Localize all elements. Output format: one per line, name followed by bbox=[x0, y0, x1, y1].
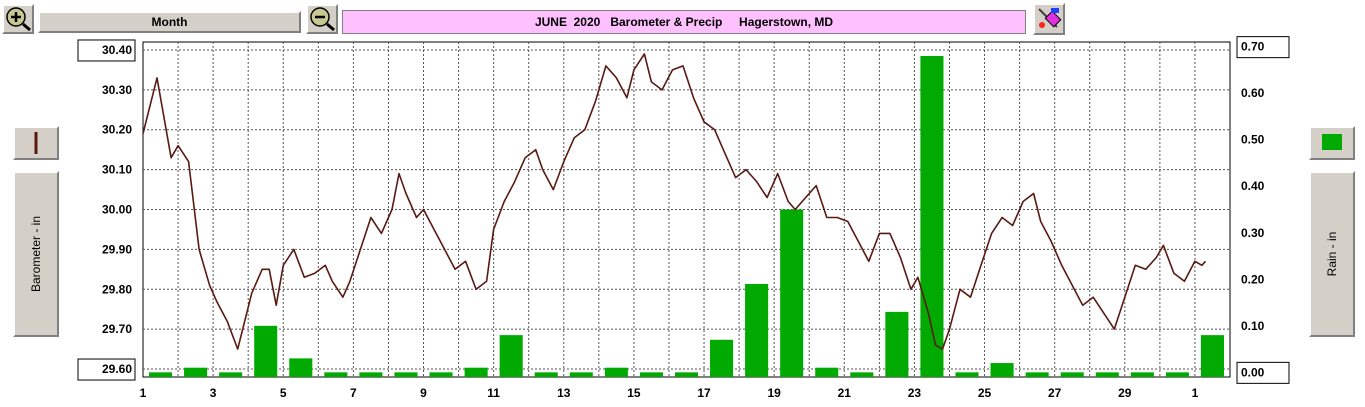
zoom-in-icon bbox=[6, 7, 31, 32]
right-tick-label: 0.10 bbox=[1241, 319, 1265, 333]
zoom-out-icon bbox=[310, 7, 335, 32]
rain-bar bbox=[149, 372, 173, 377]
rain-bar bbox=[745, 283, 769, 377]
rain-bar bbox=[815, 367, 839, 377]
rain-bar bbox=[1060, 372, 1084, 377]
x-tick-label: 21 bbox=[838, 386, 852, 400]
rain-bar bbox=[1025, 372, 1049, 377]
rain-bar bbox=[1165, 372, 1189, 377]
left-tick-label: 29.60 bbox=[102, 362, 132, 376]
period-selector-button[interactable]: Month bbox=[38, 11, 301, 33]
x-tick-label: 3 bbox=[210, 386, 217, 400]
rain-bar bbox=[780, 209, 804, 377]
rain-bar bbox=[674, 372, 699, 377]
rain-bar bbox=[324, 372, 348, 377]
rain-bar bbox=[920, 55, 944, 377]
rain-bar bbox=[534, 372, 558, 377]
rain-legend-button[interactable] bbox=[1309, 126, 1355, 160]
rain-bar bbox=[394, 372, 418, 377]
paint-tools-icon bbox=[1038, 8, 1062, 28]
chart-title: JUNE 2020 Barometer & Precip Hagerstown,… bbox=[342, 10, 1026, 34]
rain-bar bbox=[219, 372, 243, 377]
barometer-line-swatch-icon bbox=[34, 132, 38, 154]
left-tick-box bbox=[77, 358, 136, 381]
rain-bar bbox=[569, 372, 593, 377]
x-tick-label: 29 bbox=[1118, 386, 1132, 400]
left-tick-label: 30.20 bbox=[102, 123, 132, 137]
zoom-out-button[interactable] bbox=[306, 4, 338, 34]
period-label: Month bbox=[151, 15, 188, 29]
x-tick-label: 27 bbox=[1048, 386, 1062, 400]
plot-area bbox=[142, 41, 1231, 378]
rain-bar bbox=[1095, 372, 1119, 377]
x-tick-label: 11 bbox=[487, 386, 500, 400]
x-tick-label: 7 bbox=[350, 386, 357, 400]
rain-bar bbox=[710, 339, 734, 377]
right-tick-label: 0.30 bbox=[1241, 226, 1265, 240]
left-tick-label: 29.80 bbox=[102, 282, 132, 296]
rain-bar bbox=[604, 367, 628, 377]
paint-tools-button[interactable] bbox=[1033, 3, 1065, 35]
rain-bar bbox=[955, 372, 979, 377]
right-tick-label: 0.40 bbox=[1241, 179, 1265, 193]
right-tick-box bbox=[1236, 361, 1290, 384]
x-tick-label: 15 bbox=[627, 386, 641, 400]
left-tick-label: 30.40 bbox=[102, 43, 132, 57]
rain-bar bbox=[254, 325, 278, 377]
left-tick-label: 30.00 bbox=[102, 203, 132, 217]
rain-bar bbox=[289, 358, 313, 377]
right-tick-label: 0.60 bbox=[1241, 86, 1265, 100]
rain-bar bbox=[850, 372, 874, 377]
x-tick-label: 9 bbox=[420, 386, 427, 400]
rain-bar bbox=[184, 367, 208, 377]
x-tick-label: 5 bbox=[280, 386, 287, 400]
left-tick-label: 29.70 bbox=[102, 322, 132, 336]
x-tick-label: 1 bbox=[1192, 386, 1199, 400]
barometer-line bbox=[142, 53, 1207, 350]
left-tick-label: 30.30 bbox=[102, 83, 132, 97]
left-tick-box bbox=[77, 39, 136, 62]
right-tick-label: 0.70 bbox=[1241, 40, 1265, 54]
x-tick-label: 25 bbox=[978, 386, 992, 400]
x-tick-label: 23 bbox=[908, 386, 922, 400]
right-tick-box bbox=[1236, 36, 1290, 59]
rain-bar bbox=[429, 372, 453, 377]
rain-bar bbox=[464, 367, 488, 377]
rain-bar bbox=[639, 372, 663, 377]
x-tick-label: 17 bbox=[697, 386, 711, 400]
chart-title-text: JUNE 2020 Barometer & Precip Hagerstown,… bbox=[534, 15, 834, 29]
zoom-in-button[interactable] bbox=[2, 4, 34, 34]
rain-bar bbox=[499, 335, 523, 377]
right-tick-label: 0.50 bbox=[1241, 133, 1265, 147]
rain-bar bbox=[1130, 372, 1154, 377]
x-tick-label: 1 bbox=[140, 386, 147, 400]
rain-bar-swatch-icon bbox=[1322, 134, 1342, 150]
rain-bar bbox=[359, 372, 383, 377]
left-tick-label: 30.10 bbox=[102, 163, 132, 177]
right-tick-label: 0.20 bbox=[1241, 272, 1265, 286]
rain-bar bbox=[1200, 335, 1224, 377]
right-tick-label: 0.00 bbox=[1241, 365, 1265, 379]
x-tick-label: 19 bbox=[767, 386, 781, 400]
barometer-legend-button[interactable] bbox=[13, 126, 59, 160]
x-tick-label: 13 bbox=[557, 386, 571, 400]
rain-axis-button[interactable]: Rain - in bbox=[1309, 171, 1355, 337]
rain-bar bbox=[990, 363, 1014, 377]
rain-bar bbox=[885, 311, 909, 377]
left-tick-label: 29.90 bbox=[102, 242, 132, 256]
barometer-axis-button[interactable]: Barometer - in bbox=[13, 171, 59, 337]
